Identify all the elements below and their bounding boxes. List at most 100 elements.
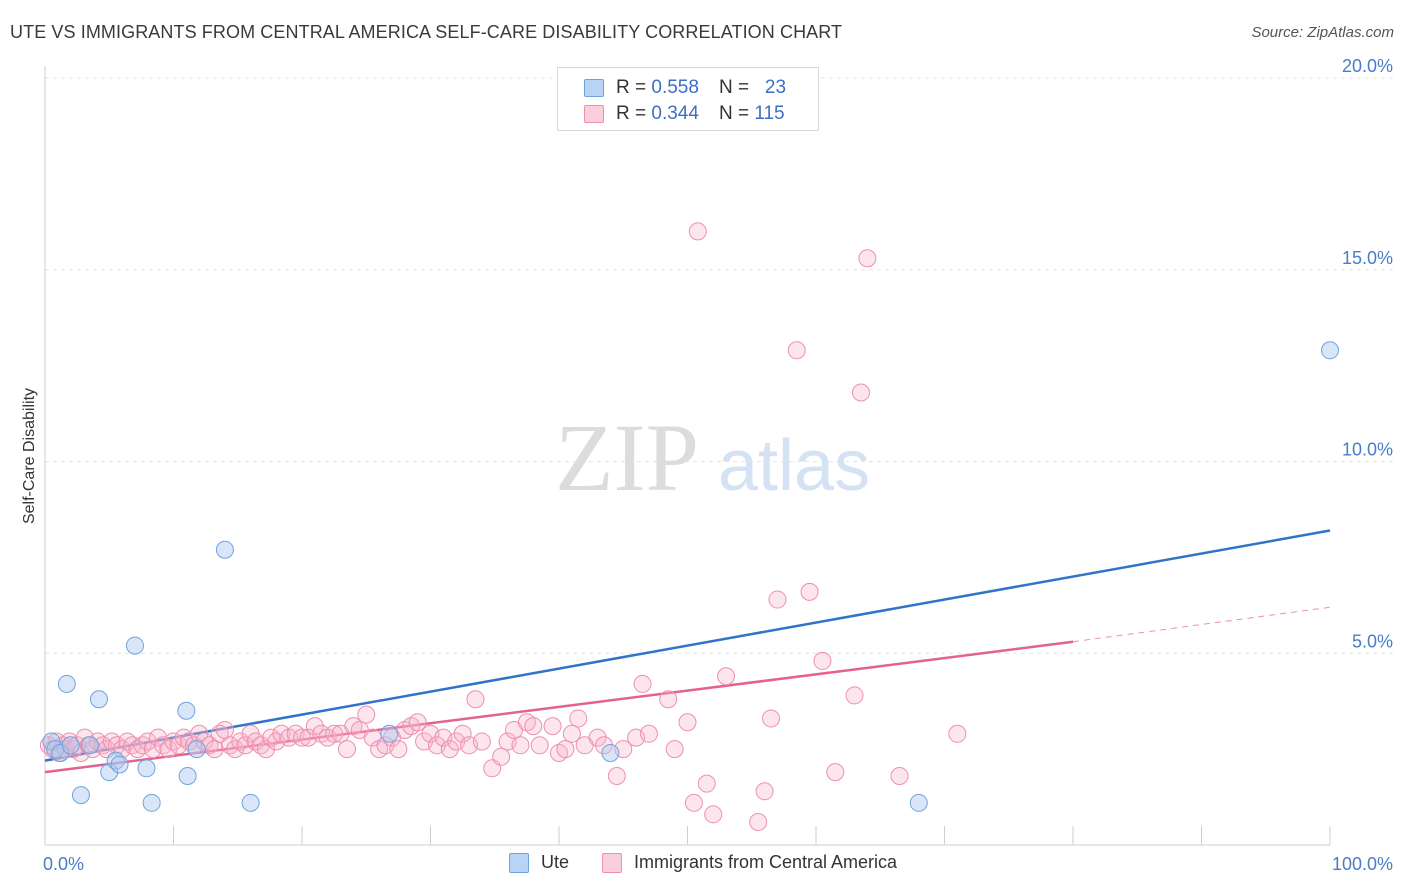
data-point-cam: [826, 763, 845, 782]
data-point-cam: [492, 747, 511, 766]
trend-line-ute: [44, 529, 1331, 762]
data-point-ute: [177, 701, 196, 720]
series-ute: [42, 341, 1339, 812]
source-label: Source: ZipAtlas.com: [1251, 24, 1394, 41]
data-point-cam: [293, 728, 311, 747]
data-point-ute: [1321, 341, 1339, 360]
data-point-ute: [100, 763, 119, 782]
data-point-cam: [890, 766, 909, 785]
data-point-ute: [142, 793, 161, 812]
n-label: N =: [718, 77, 750, 98]
data-point-cam: [717, 667, 736, 686]
y-tick-label: 5.0%: [1352, 631, 1393, 651]
data-point-cam: [357, 705, 376, 724]
stats-row-ute: R = 0.558 N = 23: [584, 76, 786, 100]
data-point-cam: [768, 590, 787, 609]
data-point-cam: [858, 249, 877, 268]
data-point-cam: [749, 812, 768, 831]
data-point-cam: [337, 740, 356, 759]
legend-label-cam: Immigrants from Central America: [634, 852, 898, 872]
stats-row-cam: R = 0.344 N = 115: [584, 102, 785, 126]
watermark-atlas: atlas: [718, 426, 870, 506]
ute-legend-swatch: [509, 852, 529, 873]
data-point-cam: [800, 582, 819, 601]
data-point-cam: [71, 743, 90, 762]
r-label: R =: [616, 103, 647, 124]
data-point-cam: [569, 709, 588, 728]
data-point-ute: [178, 766, 197, 785]
data-point-cam: [453, 724, 472, 743]
data-point-ute: [110, 755, 129, 774]
axes: [44, 66, 1331, 846]
data-point-cam: [665, 740, 684, 759]
n-value: 23: [764, 77, 787, 98]
stats-legend: R = 0.558 N = 23 R = 0.344 N = 115: [557, 67, 819, 131]
watermark-zip: ZIP: [555, 404, 699, 511]
data-point-ute: [125, 636, 144, 655]
data-point-ute: [215, 540, 234, 559]
watermark: ZIP atlas: [555, 404, 870, 511]
data-point-cam: [511, 736, 530, 755]
data-point-cam: [205, 740, 224, 759]
data-point-ute: [909, 793, 928, 812]
data-point-cam: [440, 740, 459, 759]
legend-item-ute[interactable]: Ute: [509, 852, 569, 873]
data-point-cam: [594, 736, 613, 755]
data-point-cam: [678, 713, 697, 732]
data-point-cam: [755, 782, 774, 801]
data-point-cam: [688, 222, 707, 241]
n-value: 115: [754, 103, 785, 124]
data-point-cam: [215, 720, 234, 739]
data-point-ute: [137, 759, 156, 778]
r-label: R =: [616, 77, 647, 98]
data-point-ute: [380, 724, 399, 743]
trend-line-cam-extension: [1072, 606, 1331, 643]
data-point-cam: [588, 728, 607, 747]
data-point-cam: [408, 713, 427, 732]
data-point-cam: [466, 690, 485, 709]
data-point-ute: [89, 690, 108, 709]
data-point-cam: [639, 724, 658, 743]
data-point-cam: [633, 674, 652, 693]
data-point-cam: [697, 774, 716, 793]
cam-legend-swatch: [602, 852, 622, 873]
ute-swatch: [584, 79, 604, 97]
cam-swatch: [584, 105, 604, 123]
x-tick-label: 100.0%: [1332, 854, 1393, 874]
data-point-cam: [556, 740, 575, 759]
r-value: 0.558: [651, 77, 699, 98]
data-point-ute: [71, 786, 90, 805]
data-point-cam: [325, 724, 344, 743]
chart-title: UTE VS IMMIGRANTS FROM CENTRAL AMERICA S…: [10, 22, 843, 42]
series-legend: Ute Immigrants from Central America: [0, 852, 1406, 878]
data-point-cam: [851, 383, 870, 402]
data-point-cam: [472, 732, 491, 751]
data-point-ute: [61, 736, 80, 755]
n-label: N =: [718, 103, 750, 124]
data-point-ute: [241, 793, 260, 812]
tick-labels: 5.0% 10.0% 15.0% 20.0% 0.0% 100.0%: [43, 56, 1393, 874]
x-tick-label: 0.0%: [43, 854, 84, 874]
data-point-cam: [143, 740, 162, 759]
data-point-ute: [80, 736, 99, 755]
data-point-cam: [607, 766, 626, 785]
r-value: 0.344: [651, 103, 699, 124]
y-tick-label: 10.0%: [1342, 440, 1393, 460]
data-point-ute: [187, 740, 206, 759]
data-point-cam: [236, 736, 255, 755]
data-point-cam: [530, 736, 549, 755]
y-tick-label: 15.0%: [1342, 248, 1393, 268]
data-point-cam: [257, 740, 276, 759]
y-tick-label: 20.0%: [1342, 56, 1393, 76]
legend-item-cam[interactable]: Immigrants from Central America: [602, 852, 897, 873]
data-point-cam: [704, 805, 723, 824]
data-point-cam: [543, 717, 562, 736]
data-point-cam: [524, 717, 543, 736]
data-point-cam: [305, 717, 324, 736]
data-point-cam: [562, 724, 581, 743]
data-point-ute: [601, 743, 620, 762]
data-point-ute: [51, 743, 70, 762]
legend-label-ute: Ute: [541, 852, 570, 872]
y-axis-label: Self-Care Disability: [21, 388, 38, 524]
data-point-cam: [659, 690, 678, 709]
